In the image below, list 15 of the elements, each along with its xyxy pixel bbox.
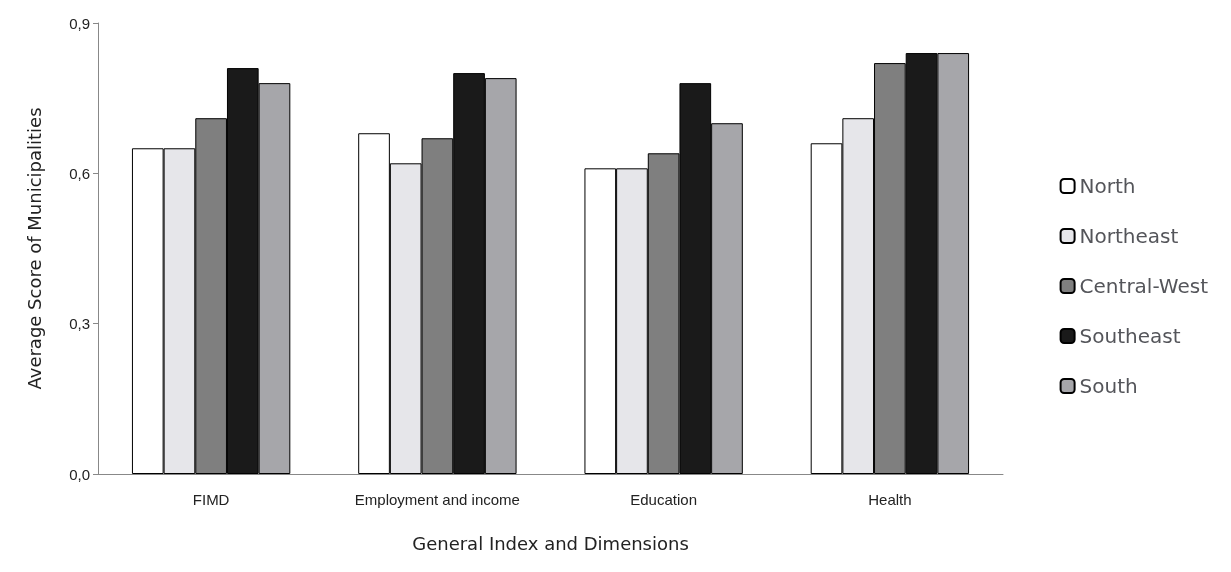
y-tick-label: 0,6 bbox=[69, 164, 90, 182]
y-tick-label: 0,3 bbox=[69, 315, 90, 333]
x-tick-label: Health bbox=[868, 491, 912, 508]
legend-label: Southeast bbox=[1079, 324, 1181, 348]
x-tick-label: FIMD bbox=[192, 491, 230, 508]
y-axis-title: Average Score of Municipalities bbox=[23, 107, 45, 390]
x-tick-label: Employment and income bbox=[354, 491, 520, 508]
x-tick-label: Education bbox=[630, 491, 697, 508]
y-tick-label: 0,9 bbox=[69, 14, 90, 32]
x-axis-title: General Index and Dimensions bbox=[412, 532, 689, 554]
legend-label: Central-West bbox=[1079, 274, 1209, 298]
legend-label: North bbox=[1079, 174, 1136, 198]
legend-label: Northeast bbox=[1079, 224, 1179, 248]
y-tick-label: 0,0 bbox=[69, 465, 90, 483]
legend-label: South bbox=[1079, 374, 1138, 398]
